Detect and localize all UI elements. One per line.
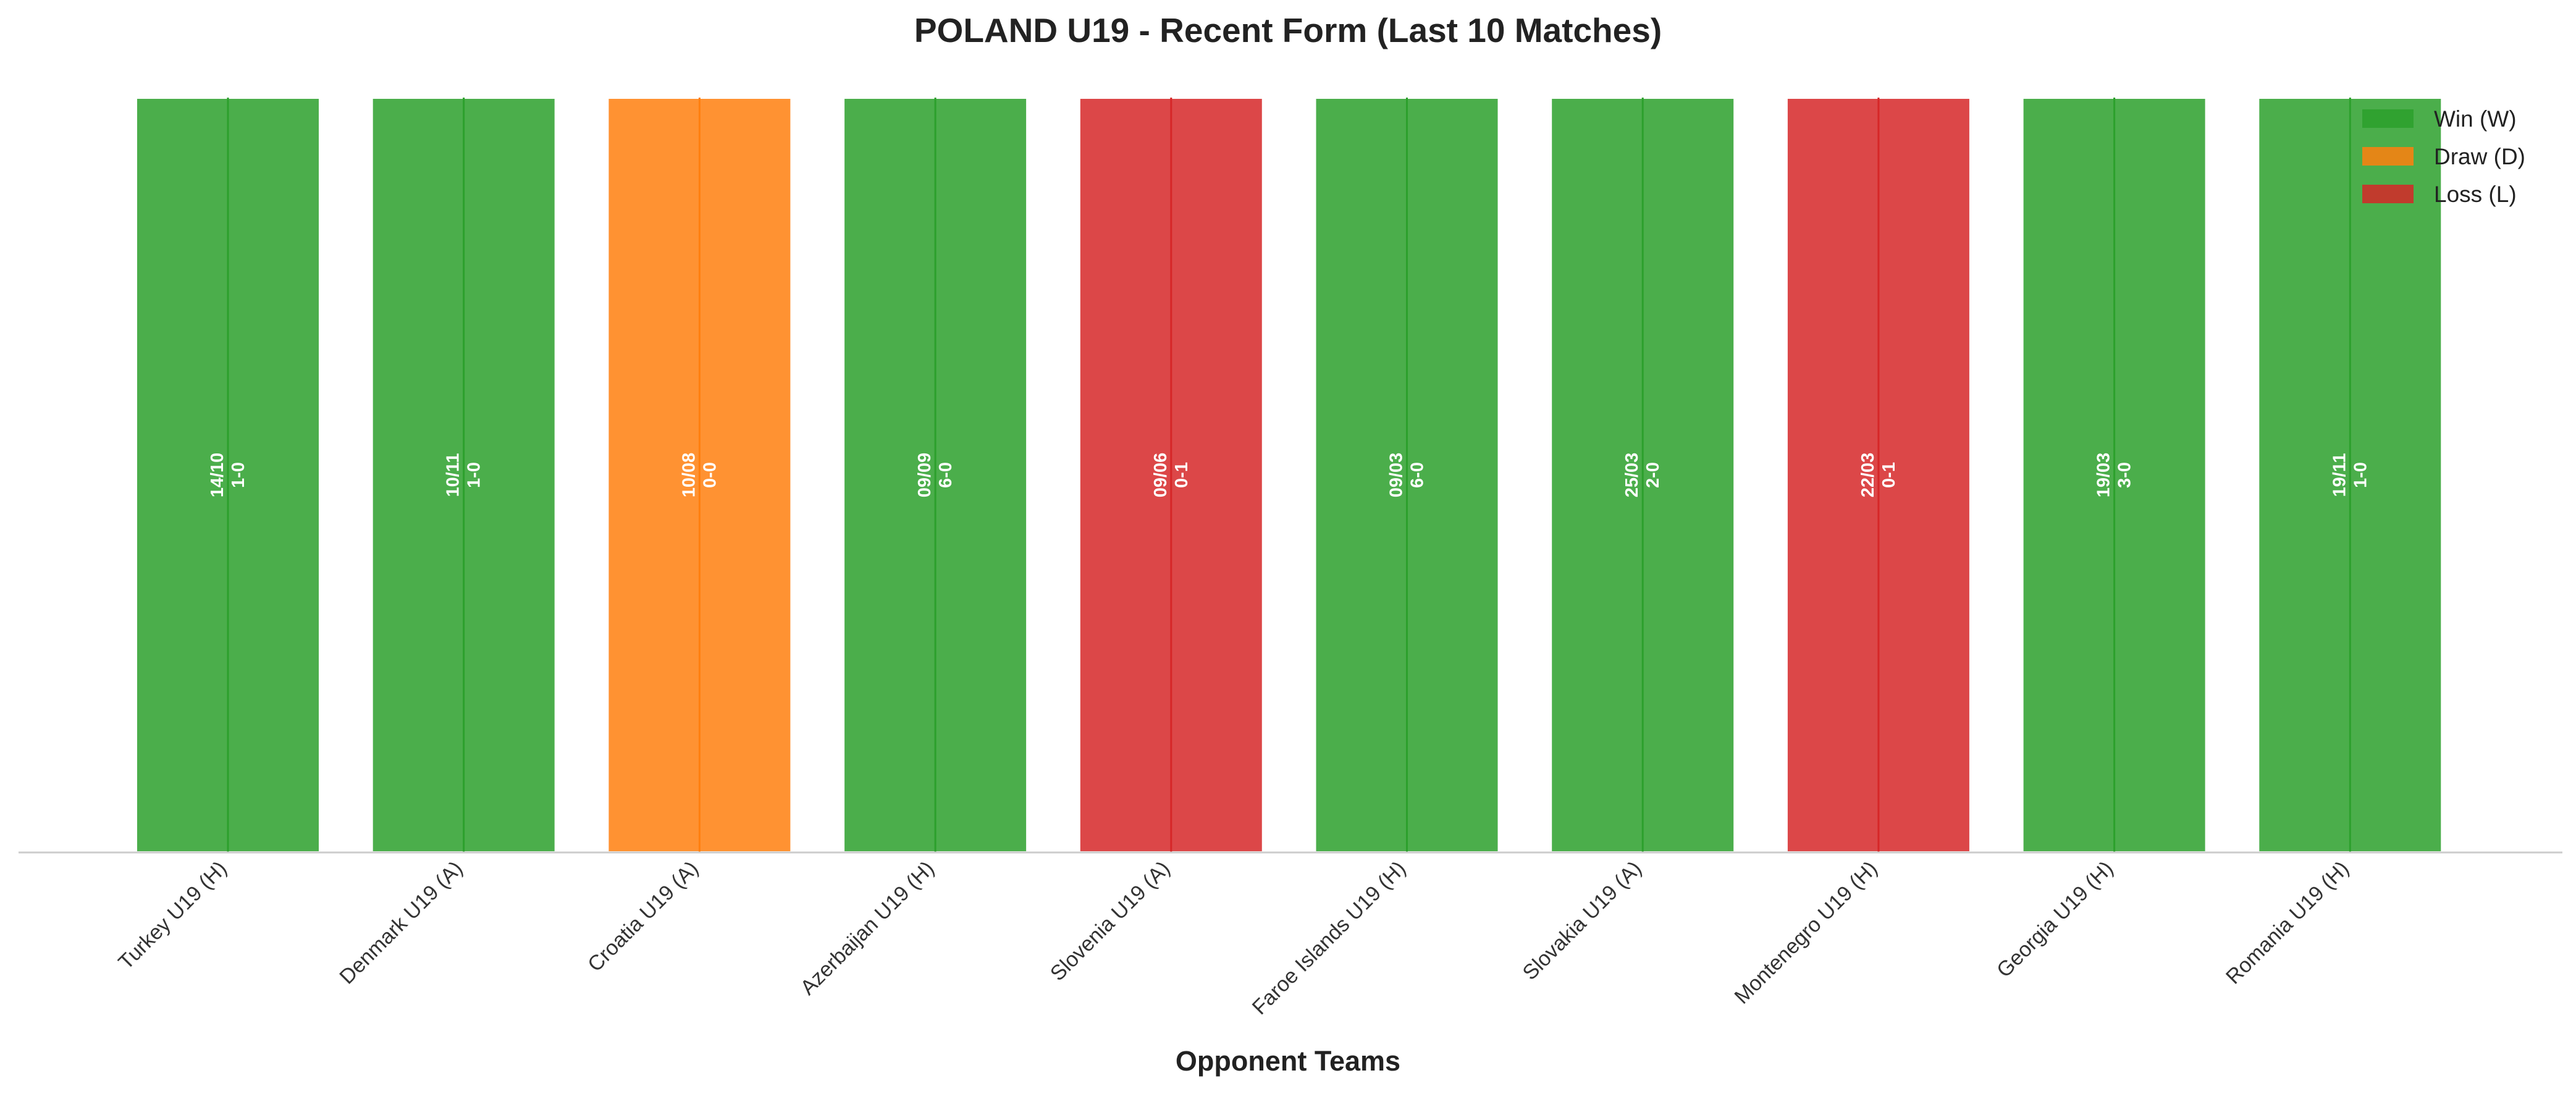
- match-bar-group: 19/111-0: [2257, 96, 2444, 854]
- match-date: 25/03: [1622, 453, 1642, 498]
- match-date: 14/10: [208, 453, 227, 498]
- bar-data-label: 09/036-0: [1387, 453, 1428, 498]
- match-score: 1-0: [229, 462, 248, 488]
- match-bar-group: 19/033-0: [2021, 96, 2208, 854]
- match-date: 10/08: [679, 453, 699, 498]
- bar-data-label: 19/033-0: [2094, 453, 2135, 498]
- x-tick-label: Romania U19 (H): [2221, 857, 2354, 989]
- match-bar-group: 09/096-0: [842, 96, 1029, 854]
- match-date: 09/06: [1151, 453, 1171, 498]
- match-score: 6-0: [1408, 462, 1428, 488]
- chart-title: POLAND U19 - Recent Form (Last 10 Matche…: [914, 11, 1662, 49]
- x-tick-label: Denmark U19 (A): [335, 857, 467, 989]
- match-bar-group: 10/080-0: [606, 96, 793, 854]
- match-score: 0-1: [1879, 462, 1899, 488]
- match-date: 19/11: [2330, 453, 2349, 497]
- bar-data-label: 10/111-0: [444, 453, 484, 497]
- match-date: 09/09: [915, 453, 935, 498]
- match-score: 2-0: [1643, 462, 1663, 488]
- legend-swatch: [2362, 185, 2414, 203]
- bar-data-label: 09/060-1: [1151, 453, 1192, 498]
- legend-label: Draw (D): [2434, 144, 2525, 169]
- match-score: 3-0: [2115, 462, 2135, 488]
- match-bar-group: 09/060-1: [1077, 96, 1265, 854]
- legend: Win (W) Draw (D) Loss (L): [2362, 106, 2525, 207]
- x-tick-label: Croatia U19 (A): [583, 857, 703, 977]
- bar-data-label: 19/111-0: [2330, 453, 2370, 497]
- x-tick-label: Azerbaijan U19 (H): [796, 857, 938, 999]
- bar-data-label: 10/080-0: [679, 453, 720, 498]
- legend-label: Win (W): [2434, 106, 2517, 132]
- match-date: 09/03: [1387, 453, 1407, 498]
- match-bar-group: 22/030-1: [1785, 96, 1972, 854]
- bar-data-label: 22/030-1: [1858, 453, 1899, 498]
- x-tick-label: Faroe Islands U19 (H): [1248, 857, 1410, 1019]
- legend-swatch: [2362, 147, 2414, 166]
- match-score: 1-0: [2351, 462, 2370, 488]
- x-tick-label: Slovakia U19 (A): [1518, 857, 1646, 985]
- legend-label: Loss (L): [2434, 182, 2517, 207]
- match-bar-group: 10/111-0: [370, 96, 557, 854]
- x-tick-label: Montenegro U19 (H): [1730, 857, 1882, 1009]
- match-date: 19/03: [2094, 453, 2114, 498]
- x-tick-labels: Turkey U19 (H) Denmark U19 (A) Croatia U19…: [114, 857, 2354, 1019]
- x-axis-label: Opponent Teams: [1176, 1045, 1400, 1077]
- match-bar-group: 14/101-0: [135, 96, 321, 854]
- bar-data-label: 14/101-0: [208, 453, 248, 498]
- match-score: 1-0: [465, 462, 484, 488]
- x-tick-label: Slovenia U19 (A): [1046, 857, 1175, 986]
- match-score: 0-0: [700, 462, 720, 488]
- bar-data-label: 09/096-0: [915, 453, 956, 498]
- match-score: 0-1: [1172, 462, 1192, 488]
- match-date: 22/03: [1858, 453, 1878, 498]
- bar-data-label: 25/032-0: [1622, 453, 1663, 498]
- match-date: 10/11: [444, 453, 463, 497]
- match-bar-group: 25/032-0: [1549, 96, 1736, 854]
- x-tick-label: Georgia U19 (H): [1992, 857, 2118, 982]
- match-bar-group: 09/036-0: [1313, 96, 1501, 854]
- x-tick-label: Turkey U19 (H): [114, 857, 231, 974]
- match-score: 6-0: [936, 462, 956, 488]
- legend-swatch: [2362, 109, 2414, 128]
- bars-layer: 14/101-0 10/111-0 10/080-0 09/096-0 09/060-1…: [135, 96, 2444, 854]
